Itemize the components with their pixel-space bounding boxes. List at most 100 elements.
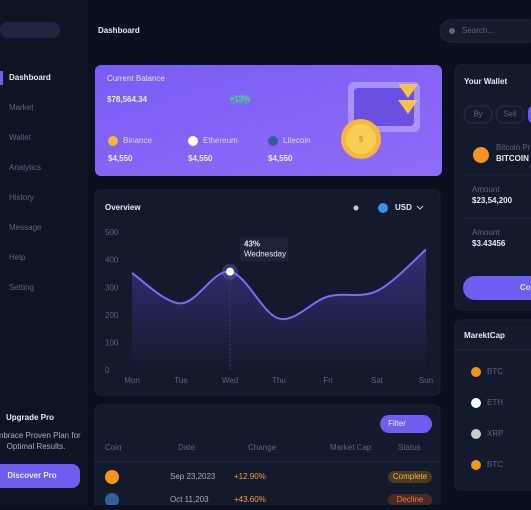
change-badge <box>229 95 251 104</box>
y-tick-label: 400 <box>105 256 119 265</box>
menu-item[interactable]: Dashboard <box>9 73 51 82</box>
menu-item[interactable]: History <box>9 193 34 202</box>
coin-icon <box>188 136 198 146</box>
convert-label[interactable]: Convert <box>520 283 531 292</box>
filter-label[interactable]: Filter <box>388 419 406 428</box>
currency[interactable]: USD <box>395 203 412 212</box>
menu-item[interactable]: Analytics <box>9 163 41 172</box>
coin-icon <box>105 493 119 507</box>
discover-label[interactable]: Discover Pro <box>7 471 56 480</box>
marketcap-title: MarektCap <box>464 331 505 340</box>
currency-icon <box>378 203 388 213</box>
wallet-title: Your Wallet <box>464 77 507 86</box>
y-tick-label: 0 <box>105 366 110 375</box>
coin-label: Bitcoin Price <box>496 143 531 152</box>
status: Complete <box>393 472 428 481</box>
coin-name: Ethereum <box>203 136 238 145</box>
svg-text:$: $ <box>359 135 364 144</box>
coin-name: Binance <box>123 136 152 145</box>
dropdown-arrow[interactable] <box>416 205 424 210</box>
convert-button[interactable] <box>463 276 531 300</box>
x-tick-label: Sun <box>419 376 433 385</box>
column-header: Date <box>178 443 195 452</box>
amount-value: $3.43456 <box>472 239 506 248</box>
coin-symbol: BTC <box>487 367 503 376</box>
illustration: $ <box>341 82 420 159</box>
x-tick-label: Sat <box>371 376 384 385</box>
balance-label: Current Balance <box>107 74 165 83</box>
amount-value: $23,54,200 <box>472 196 513 205</box>
balance-amount: $78,564.34 <box>107 95 148 104</box>
line <box>131 248 427 320</box>
coin-amount: $4,550 <box>108 154 133 163</box>
change: +43.60% <box>234 495 266 504</box>
tab-active[interactable] <box>528 106 531 123</box>
menu-item[interactable]: Wallet <box>9 133 32 142</box>
column-header: Status <box>398 443 421 452</box>
coin-symbol: ETH <box>487 398 503 407</box>
tooltip <box>240 237 288 262</box>
tooltip-label: Wednesday <box>244 250 286 259</box>
x-tick-label: Tue <box>174 376 188 385</box>
search-placeholder[interactable]: Search... <box>462 26 494 35</box>
tab[interactable] <box>495 105 525 124</box>
settings-icon[interactable] <box>353 205 359 211</box>
tab[interactable] <box>463 105 493 124</box>
balance-change: +13% <box>230 95 251 104</box>
coin-icon <box>105 470 119 484</box>
hover-dot <box>226 267 234 276</box>
coins-panel <box>94 404 441 510</box>
column-header: Change <box>248 443 277 452</box>
coin-icon <box>471 460 481 470</box>
menu-item[interactable]: Market <box>9 103 34 112</box>
active-indicator <box>0 71 3 85</box>
tab-label[interactable]: By <box>473 110 482 119</box>
menu-item[interactable]: Help <box>9 253 26 262</box>
y-tick-label: 300 <box>105 283 119 292</box>
date: Sep 23,2023 <box>170 472 216 481</box>
y-tick-label: 100 <box>105 339 119 348</box>
coin-icon <box>108 136 118 146</box>
coin-amount: $4,550 <box>188 154 213 163</box>
coin-icon <box>268 136 278 146</box>
tooltip-value: 43% <box>244 240 260 249</box>
y-tick-label: 200 <box>105 311 119 320</box>
coin-icon <box>471 398 481 408</box>
search-icon <box>449 28 455 34</box>
amount-label: Amount <box>472 185 500 194</box>
y-tick-label: 500 <box>105 228 119 237</box>
upgrade-text: Optimal Results. <box>7 442 66 451</box>
column-header: Coin <box>105 443 121 452</box>
search-box[interactable] <box>439 19 531 43</box>
x-tick-label: Mon <box>124 376 140 385</box>
x-tick-label: Fri <box>323 376 333 385</box>
discover-button[interactable] <box>0 464 80 488</box>
change: +12.90% <box>234 472 266 481</box>
amount-label: Amount <box>472 228 500 237</box>
area <box>132 249 426 371</box>
coin-icon <box>471 367 481 377</box>
date: Oct 11,203 <box>170 495 209 504</box>
x-tick-label: Wed <box>222 376 238 385</box>
coin-amount: $4,550 <box>268 154 293 163</box>
coin-symbol: XRP <box>487 429 503 438</box>
upgrade-text: Embrace Proven Plan for <box>0 431 81 440</box>
tab-label[interactable]: Sell <box>503 110 517 119</box>
overview-title: Overview <box>105 203 141 212</box>
menu-item[interactable]: Message <box>9 223 42 232</box>
coin-name: Litecoin <box>283 136 311 145</box>
coin-name: BITCOIN <box>496 154 529 163</box>
logo <box>0 22 60 38</box>
status-badge <box>388 494 432 506</box>
coin-symbol: BTC <box>487 460 503 469</box>
page-title: Dashboard <box>98 26 140 35</box>
column-header: Market Cap <box>330 443 372 452</box>
status-badge <box>388 471 432 483</box>
coin-icon <box>471 429 481 439</box>
marketcap-panel <box>454 319 531 491</box>
bitcoin-icon <box>473 147 489 163</box>
menu-item[interactable]: Setting <box>9 283 34 292</box>
sidebar <box>0 0 88 505</box>
filter-button[interactable] <box>380 415 432 433</box>
